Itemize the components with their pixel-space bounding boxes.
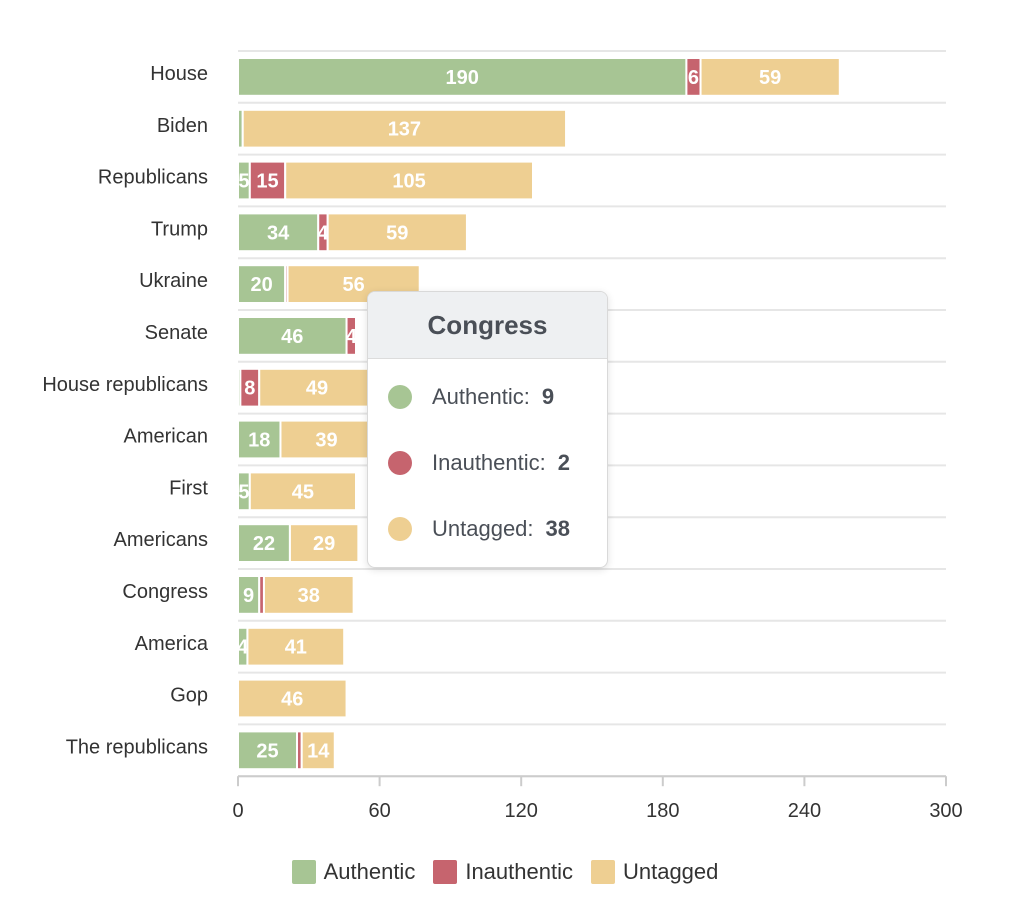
bar-value-label: 8 [244, 378, 255, 400]
legend-label: Inauthentic [465, 859, 573, 884]
category-label: First [169, 477, 208, 499]
category-label: Republicans [98, 167, 208, 189]
x-tick-label: 120 [505, 800, 538, 822]
category-label: House [150, 63, 208, 85]
category-label: America [135, 633, 209, 655]
x-tick-label: 60 [368, 800, 390, 822]
x-tick-label: 0 [232, 800, 243, 822]
bar-value-label: 20 [250, 274, 272, 296]
bar-value-label: 4 [317, 222, 329, 244]
bar-value-label: 34 [267, 222, 290, 244]
tooltip-title: Congress [427, 309, 548, 340]
authentic-dot-icon [388, 385, 412, 409]
legend-item-inauthentic[interactable]: Inauthentic [433, 859, 573, 885]
tooltip-row-inauthentic: Inauthentic: 2 [388, 450, 570, 476]
tooltip: Congress Authentic: 9 Inauthentic: 2 Unt… [367, 291, 608, 568]
bar-value-label: 14 [307, 740, 330, 762]
bar-value-label: 4 [237, 637, 249, 659]
bar-value-label: 29 [313, 533, 335, 555]
bar-value-label: 5 [238, 481, 249, 503]
bar-value-label: 5 [238, 171, 249, 193]
bar-segment[interactable] [237, 316, 348, 356]
inauthentic-dot-icon [388, 451, 412, 475]
untagged-dot-icon [388, 517, 412, 541]
category-label: Americans [114, 529, 208, 551]
bar-value-label: 49 [306, 378, 328, 400]
bar-value-label: 59 [759, 67, 781, 89]
bar-segment[interactable] [237, 57, 688, 97]
bar-segment[interactable] [248, 471, 357, 512]
bar-value-label: 18 [248, 430, 270, 452]
bar-value-label: 41 [285, 637, 307, 659]
x-axis: 0 60 120 180 240 300 [232, 775, 963, 822]
bar-segment[interactable] [237, 523, 291, 564]
bar-value-label: 9 [243, 585, 254, 607]
tooltip-label: Authentic: [432, 384, 530, 409]
category-label: Trump [151, 218, 208, 240]
tooltip-label: Untagged: [432, 516, 534, 541]
bar-value-label: 6 [688, 67, 699, 89]
bar-segment[interactable] [241, 108, 568, 149]
bar-segment[interactable] [262, 575, 355, 615]
tooltip-value: 38 [545, 516, 571, 541]
bar-value-label: 59 [386, 222, 408, 244]
bar-value-label: 46 [281, 326, 303, 348]
authentic-swatch-icon [291, 860, 316, 884]
bar-segment[interactable] [246, 626, 346, 667]
x-tick-label: 240 [788, 800, 821, 822]
category-label: American [124, 426, 208, 448]
category-label: Biden [157, 115, 208, 137]
bar-value-label: 25 [256, 740, 278, 762]
tooltip-row-untagged: Untagged: 38 [388, 516, 570, 542]
bar-segment[interactable] [279, 419, 374, 460]
bar-value-label: 39 [315, 430, 337, 452]
bar-value-label: 15 [256, 171, 278, 193]
bar-value-label: 56 [343, 274, 365, 296]
category-label: House republicans [42, 374, 208, 396]
bar-value-label: 190 [446, 67, 479, 89]
bar-segment[interactable] [237, 212, 320, 253]
bar-segment[interactable] [699, 57, 841, 97]
legend-label: Authentic [323, 859, 416, 884]
legend-item-authentic[interactable]: Authentic [291, 859, 416, 885]
bar-value-label: 45 [292, 481, 314, 503]
bar-value-label: 4 [346, 326, 358, 348]
x-tick-label: 300 [929, 800, 962, 822]
category-label: Congress [122, 581, 208, 603]
bar-segment[interactable] [345, 316, 357, 356]
tooltip-label: Inauthentic: [432, 450, 546, 475]
tooltip-row-authentic: Authentic: 9 [388, 384, 554, 410]
bar-segment[interactable] [237, 264, 287, 305]
category-label: Ukraine [139, 270, 208, 292]
tooltip-header: Congress [368, 292, 607, 359]
x-tick-label: 180 [646, 800, 679, 822]
bar-segment[interactable] [288, 523, 360, 564]
category-label: Senate [145, 322, 208, 344]
tooltip-value: 9 [541, 384, 555, 409]
bar-value-label: 46 [281, 689, 303, 711]
category-label: The republicans [66, 736, 208, 758]
legend-item-untagged[interactable]: Untagged [590, 859, 719, 885]
bar-segment[interactable] [237, 730, 298, 771]
bar-segment[interactable] [284, 160, 535, 201]
legend-label: Untagged [622, 859, 719, 884]
bar-value-label: 137 [388, 119, 421, 141]
bar-value-label: 38 [298, 585, 320, 607]
bar-segment[interactable] [237, 678, 348, 719]
legend: Authentic Inauthentic Untagged [0, 852, 1010, 892]
bar-value-label: 105 [392, 171, 425, 193]
inauthentic-swatch-icon [433, 860, 458, 884]
tooltip-value: 2 [557, 450, 570, 475]
bar-segment[interactable] [326, 212, 468, 253]
category-labels: House Biden Republicans Trump Ukraine Senate H… [42, 63, 209, 758]
bar-segment[interactable] [300, 730, 336, 771]
untagged-swatch-icon [590, 860, 615, 884]
category-label: Gop [170, 685, 208, 707]
bar-value-label: 22 [253, 533, 275, 555]
